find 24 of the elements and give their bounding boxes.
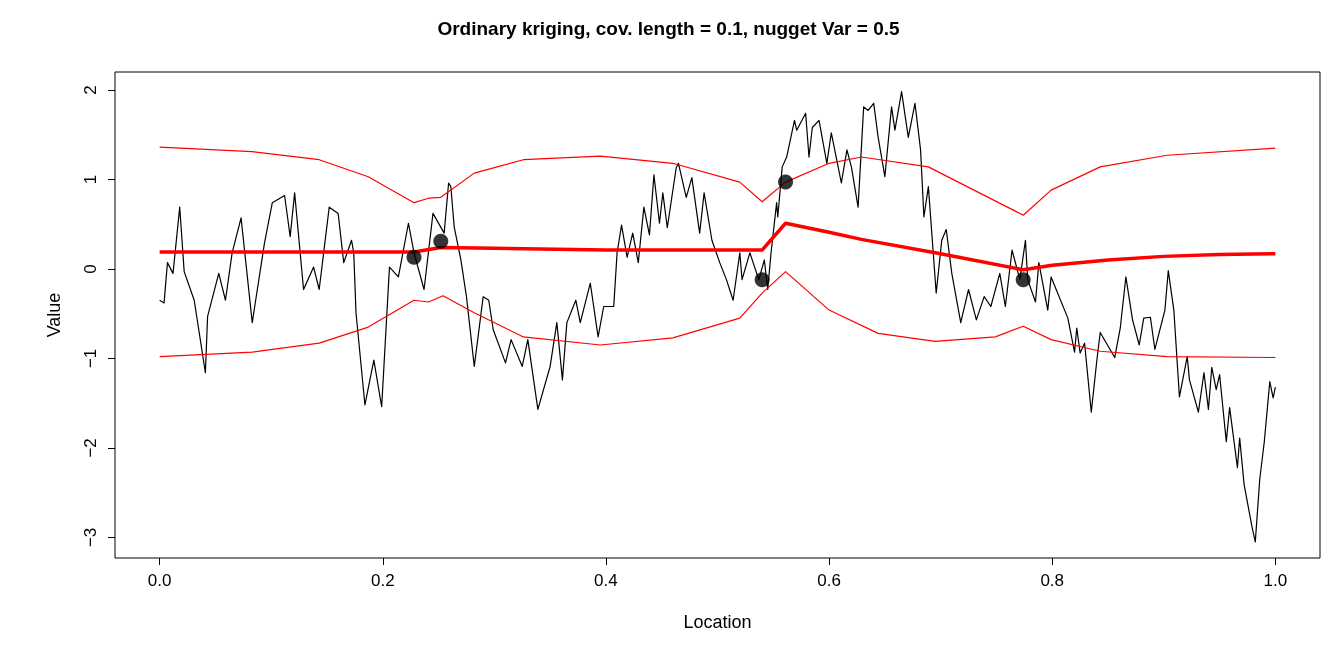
line-series (157, 221, 1278, 272)
point (406, 249, 422, 265)
y-tick-label: −3 (81, 527, 100, 548)
point (1015, 272, 1031, 288)
y-tick-label: 0 (81, 264, 100, 274)
x-tick-label: 0.2 (370, 571, 395, 590)
point (754, 272, 770, 288)
x-tick-label: 0.8 (1040, 571, 1065, 590)
x-tick-label: 0.4 (594, 571, 618, 590)
line-series (159, 91, 1276, 543)
line-series (159, 146, 1276, 216)
line-series (159, 270, 1276, 359)
y-axis-title: Value (44, 292, 64, 338)
point (433, 233, 449, 249)
x-tick-label: 0.0 (147, 571, 172, 590)
y-tick-label: −2 (81, 438, 100, 458)
y-tick-label: 2 (81, 85, 100, 95)
point (778, 174, 794, 190)
x-tick-label: 1.0 (1263, 571, 1288, 590)
y-tick-label: −1 (81, 348, 100, 369)
y-tick-label: 1 (81, 174, 100, 185)
x-axis-title: Location (683, 612, 752, 632)
x-tick-label: 0.6 (817, 571, 841, 590)
chart-title: Ordinary kriging, cov. length = 0.1, nugget Var = 0.5 (437, 18, 900, 39)
